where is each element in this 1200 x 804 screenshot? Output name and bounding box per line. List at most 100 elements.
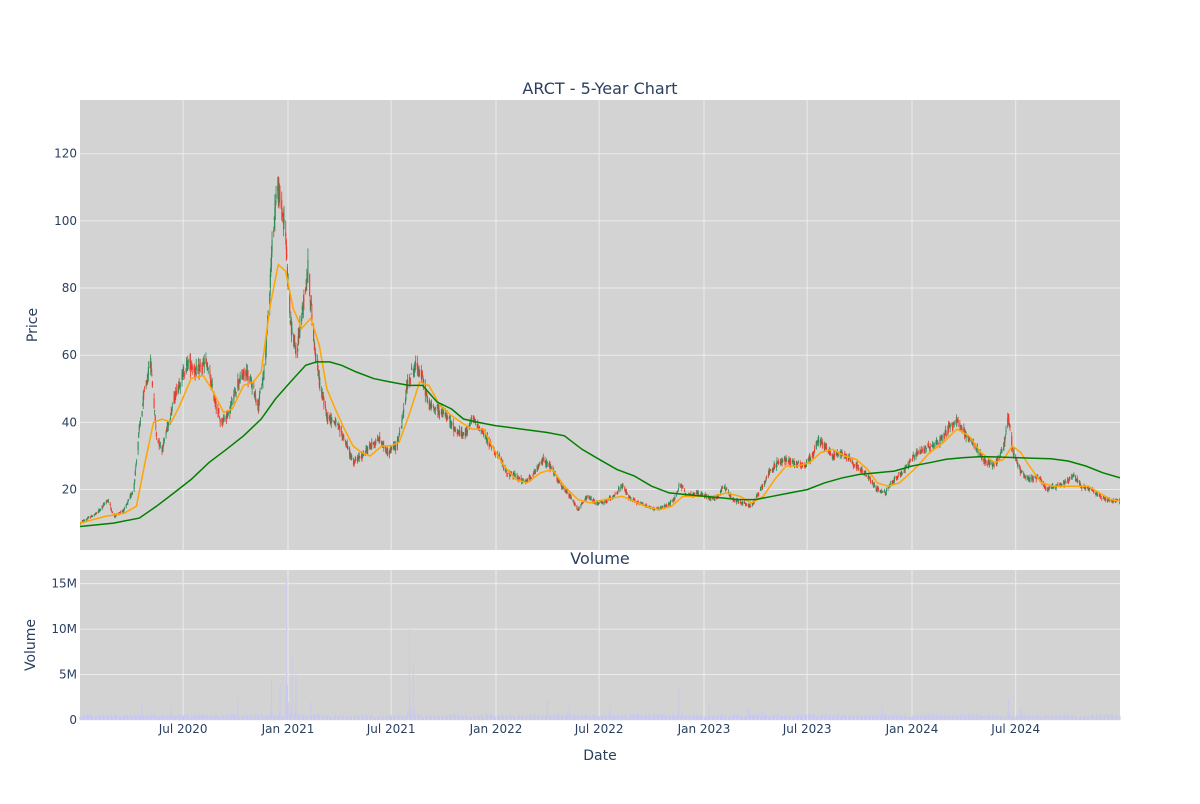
candle-up — [334, 422, 336, 423]
volume-bar — [933, 715, 935, 720]
candle-up — [516, 476, 518, 478]
candle-up — [672, 499, 674, 501]
candle-up — [992, 464, 994, 466]
volume-bar — [690, 715, 692, 720]
volume-bar — [824, 714, 826, 720]
candle-down — [537, 467, 539, 471]
volume-bar — [249, 714, 251, 720]
candle-down — [789, 460, 791, 463]
volume-bar — [773, 714, 775, 720]
volume-bar — [198, 713, 200, 720]
candle-down — [521, 479, 523, 482]
candle-down — [831, 453, 833, 457]
volume-bar — [384, 717, 386, 720]
candle-up — [433, 407, 436, 410]
candle-down — [461, 433, 463, 437]
volume-bar — [1107, 716, 1109, 720]
candle-down — [282, 213, 284, 225]
volume-bar — [241, 716, 243, 720]
volume-bar — [558, 714, 560, 720]
candle-up — [458, 430, 461, 436]
candle-down — [342, 436, 344, 439]
candle-down — [820, 440, 822, 442]
candle-down — [895, 476, 897, 479]
volume-bar — [338, 716, 340, 720]
volume-bar — [968, 713, 970, 720]
candle-up — [249, 379, 251, 381]
candle-down — [781, 462, 783, 463]
volume-bar — [367, 716, 369, 720]
candle-up — [621, 485, 624, 488]
volume-bar — [1023, 714, 1025, 720]
volume-bar — [780, 715, 782, 720]
candle-down — [317, 359, 319, 372]
candle-down — [728, 494, 730, 495]
volume-bar — [365, 713, 367, 720]
volume-bar — [961, 714, 963, 720]
volume-bar — [804, 715, 806, 720]
candle-down — [334, 421, 336, 426]
volume-bar — [895, 715, 897, 720]
volume-bar — [398, 716, 400, 720]
candle-down — [395, 444, 397, 450]
volume-bar — [560, 715, 562, 720]
candle-up — [199, 367, 201, 369]
candle-down — [391, 448, 393, 450]
candle-down — [745, 504, 747, 506]
volume-bar — [500, 716, 502, 720]
volume-bar — [534, 714, 536, 720]
volume-bar — [405, 717, 407, 720]
candle-down — [131, 493, 133, 495]
candle-up — [159, 443, 161, 445]
candle-up — [82, 520, 84, 522]
volume-bar — [916, 715, 918, 720]
candle-down — [327, 416, 329, 419]
volume-bar — [309, 715, 311, 720]
candle-up — [612, 495, 614, 498]
candle-up — [681, 486, 683, 488]
volume-bar — [1077, 717, 1079, 720]
volume-bar — [768, 716, 770, 720]
candle-up — [449, 419, 451, 424]
candle-down — [422, 380, 424, 384]
volume-bar — [509, 714, 511, 720]
candle-up — [426, 396, 428, 399]
volume-bar — [698, 715, 700, 720]
candle-up — [530, 478, 532, 479]
volume-bar — [386, 715, 388, 720]
candle-down — [917, 451, 919, 453]
volume-bar — [317, 714, 319, 720]
volume-bar — [323, 715, 325, 720]
volume-bar — [836, 715, 838, 720]
candle-up — [107, 501, 110, 502]
candle-up — [371, 441, 373, 446]
candle-down — [214, 400, 216, 404]
candle-up — [868, 476, 870, 478]
candle-up — [760, 486, 762, 489]
candle-down — [445, 417, 447, 419]
volume-bar — [749, 714, 751, 720]
volume-bar — [812, 713, 814, 720]
volume-bar — [1091, 716, 1093, 720]
candle-down — [203, 360, 205, 363]
candle-up — [326, 413, 328, 419]
volume-bar — [80, 716, 82, 720]
x-tick-label: Jul 2021 — [366, 722, 416, 736]
candle-down — [1078, 481, 1081, 485]
candle-up — [618, 488, 620, 490]
volume-bar — [117, 715, 119, 720]
candle-up — [401, 418, 403, 424]
candle-up — [735, 500, 738, 503]
candle-down — [381, 442, 383, 447]
candle-down — [326, 416, 328, 421]
volume-bar — [402, 716, 404, 720]
candle-up — [629, 498, 632, 499]
volume-bar — [516, 717, 518, 720]
candle-down — [418, 372, 420, 375]
candle-up — [141, 411, 143, 417]
moving-average-short-line — [80, 263, 1120, 524]
candle-up — [798, 462, 800, 464]
candle-up — [166, 426, 168, 428]
volume-bar — [265, 715, 267, 720]
